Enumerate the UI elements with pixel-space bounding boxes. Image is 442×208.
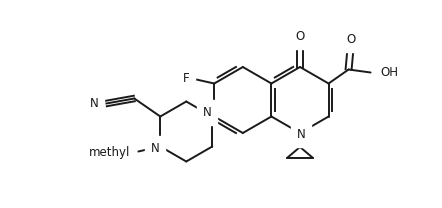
Text: methyl: methyl: [89, 146, 130, 159]
Text: N: N: [90, 97, 98, 110]
Text: N: N: [151, 142, 160, 155]
Text: N: N: [203, 106, 212, 119]
Text: OH: OH: [381, 66, 399, 79]
Text: O: O: [346, 33, 355, 46]
Text: N: N: [297, 129, 305, 141]
Text: O: O: [295, 31, 305, 43]
Text: F: F: [183, 72, 189, 85]
